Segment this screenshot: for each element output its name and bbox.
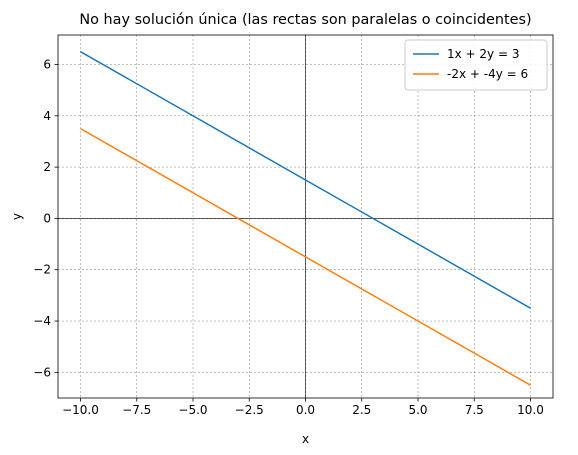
x-tick-label: −5.0 xyxy=(178,403,207,417)
zero-lines xyxy=(58,35,553,398)
legend-label-1: 1x + 2y = 3 xyxy=(447,47,519,61)
series-layer xyxy=(80,51,531,386)
y-tick-label: 6 xyxy=(43,58,51,72)
legend-box xyxy=(404,39,548,91)
x-tick-label: 10.0 xyxy=(517,403,544,417)
x-tick-label: 7.5 xyxy=(465,403,484,417)
x-tick-label: 0.0 xyxy=(296,403,315,417)
series-line-2 xyxy=(80,127,531,386)
y-tick-label: −6 xyxy=(33,365,51,379)
x-axis-label: x xyxy=(302,432,309,446)
y-tick-label: 4 xyxy=(43,109,51,123)
x-axis-ticks: −10.0 −7.5 −5.0 −2.5 0.0 2.5 5.0 7.5 10.0 xyxy=(62,398,544,417)
y-axis-ticks: −6 −4 −2 0 2 4 6 xyxy=(33,58,58,379)
legend: 1x + 2y = 3 -2x + -4y = 6 xyxy=(404,39,548,91)
y-tick-label: −2 xyxy=(33,263,51,277)
x-tick-label: −7.5 xyxy=(122,403,151,417)
y-tick-label: 2 xyxy=(43,160,51,174)
x-tick-label: −10.0 xyxy=(62,403,99,417)
x-tick-label: 2.5 xyxy=(352,403,371,417)
chart-title: No hay solución única (las rectas son pa… xyxy=(79,12,531,28)
series-line-1 xyxy=(80,51,531,309)
y-axis-label: y xyxy=(10,213,24,220)
x-tick-label: −2.5 xyxy=(235,403,264,417)
x-tick-label: 5.0 xyxy=(408,403,427,417)
y-tick-label: 0 xyxy=(43,211,51,225)
legend-label-2: -2x + -4y = 6 xyxy=(447,67,528,81)
y-tick-label: −4 xyxy=(33,314,51,328)
